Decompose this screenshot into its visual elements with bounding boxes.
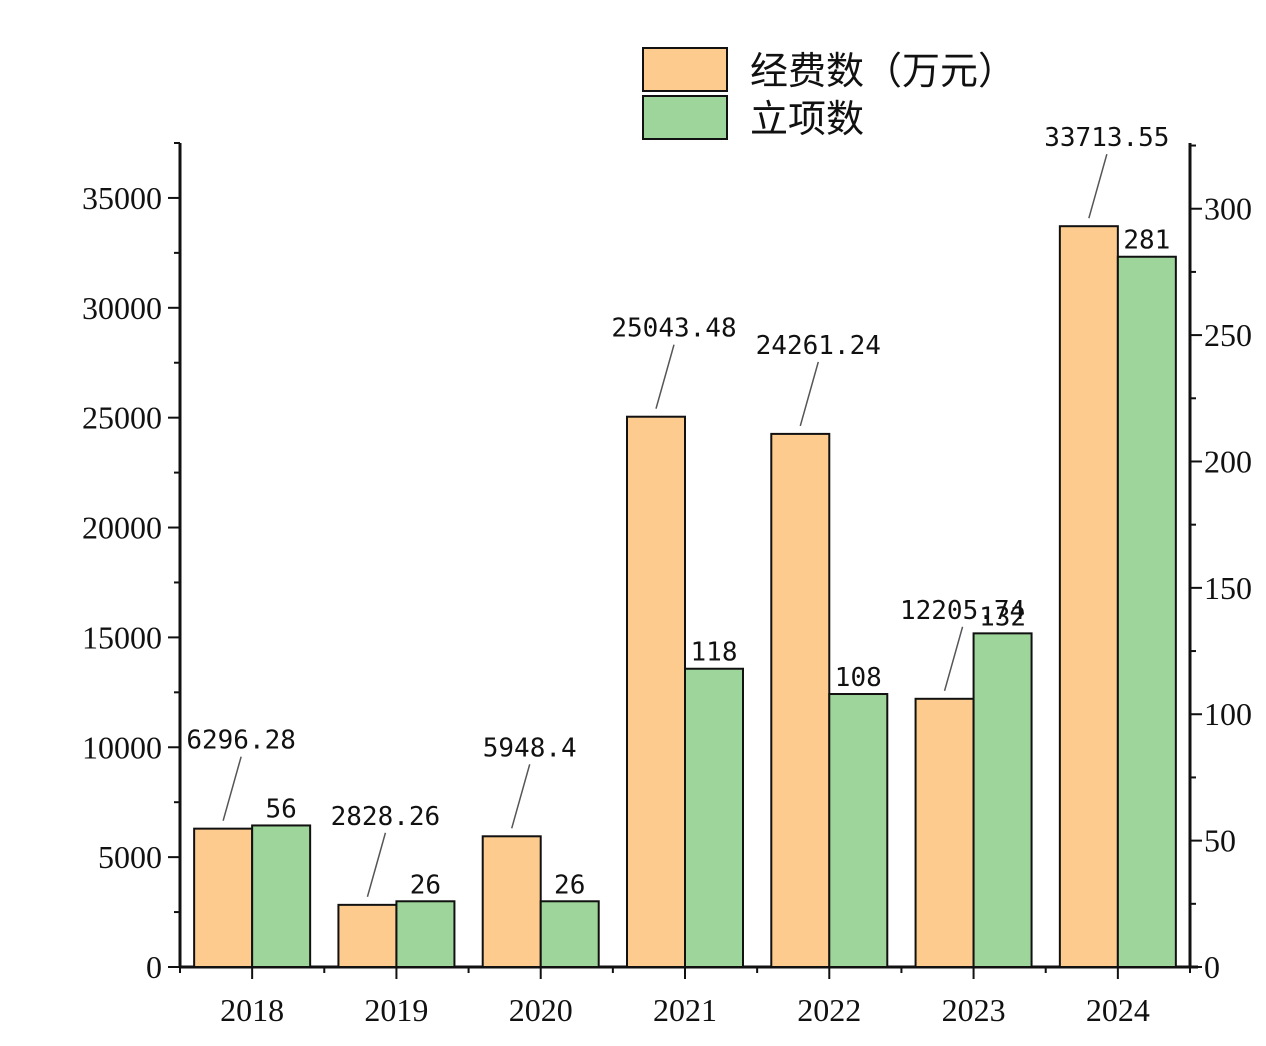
x-axis-tick-label: 2024 xyxy=(1086,992,1150,1028)
right-axis-tick-label: 100 xyxy=(1204,696,1252,732)
left-axis-tick-label: 0 xyxy=(146,949,162,985)
x-axis-tick-label: 2018 xyxy=(220,992,284,1028)
projects-data-label: 132 xyxy=(979,602,1026,632)
funding-data-label: 25043.48 xyxy=(611,314,736,344)
projects-data-label: 118 xyxy=(691,638,738,668)
legend-swatch-projects xyxy=(642,95,728,140)
bar-funding xyxy=(481,835,542,968)
axes: 0 5000 10000 15000 20000 25000 30000 35000 0 50 10… xyxy=(82,142,1252,1028)
data-labels: 6296.28 56 2828.26 26 5948.4 26 25043.48 118 242… xyxy=(186,123,1170,900)
projects-data-label: 281 xyxy=(1123,226,1170,256)
bar-funding xyxy=(914,697,975,968)
left-axis-tick-label: 5000 xyxy=(98,839,162,875)
right-axis-tick-label: 200 xyxy=(1204,443,1252,479)
x-axis-tick-label: 2023 xyxy=(942,992,1006,1028)
left-axis-tick-label: 15000 xyxy=(82,619,162,655)
bar-funding xyxy=(337,903,398,968)
left-axis-tick-label: 35000 xyxy=(82,180,162,216)
bar-projects xyxy=(684,667,744,968)
funding-label-leader xyxy=(366,832,387,898)
projects-data-label: 56 xyxy=(265,794,296,824)
legend-swatch-funding xyxy=(642,47,728,92)
bar-funding xyxy=(626,415,686,969)
funding-data-label: 33713.55 xyxy=(1044,123,1169,153)
bar-projects xyxy=(972,632,1033,968)
bar-projects xyxy=(251,824,312,968)
funding-data-label: 2828.26 xyxy=(331,802,441,832)
x-axis-tick-label: 2019 xyxy=(364,992,428,1028)
funding-data-label: 6296.28 xyxy=(186,726,296,756)
bar-projects xyxy=(539,900,600,969)
funding-label-leader xyxy=(799,361,820,427)
x-axis-tick-label: 2021 xyxy=(653,992,717,1028)
bar-projects xyxy=(395,900,456,969)
right-axis-tick-label: 300 xyxy=(1204,191,1252,227)
funding-label-leader xyxy=(222,756,242,821)
funding-label-leader xyxy=(510,764,531,829)
right-axis-tick-label: 50 xyxy=(1204,823,1236,859)
bar-projects xyxy=(1116,255,1177,969)
bar-funding xyxy=(193,827,254,968)
left-axis-tick-label: 20000 xyxy=(82,510,162,546)
left-axis-tick-label: 25000 xyxy=(82,400,162,436)
x-axis-tick-label: 2022 xyxy=(797,992,861,1028)
bar-projects xyxy=(828,693,889,969)
bars xyxy=(193,225,1177,969)
left-axis-tick-label: 10000 xyxy=(82,729,162,765)
projects-data-label: 26 xyxy=(410,870,441,900)
funding-data-label: 24261.24 xyxy=(756,331,881,361)
projects-data-label: 108 xyxy=(835,663,882,693)
funding-data-label: 5948.4 xyxy=(483,733,577,763)
legend-label-funding: 经费数（万元） xyxy=(750,49,1016,93)
right-axis-tick-label: 0 xyxy=(1204,949,1220,985)
bar-funding xyxy=(1058,225,1119,968)
legend-label-projects: 立项数 xyxy=(750,97,864,141)
projects-data-label: 26 xyxy=(554,870,585,900)
funding-label-leader xyxy=(943,626,964,692)
right-axis-tick-label: 250 xyxy=(1204,317,1252,353)
funding-label-leader xyxy=(1088,153,1108,219)
right-axis-tick-label: 150 xyxy=(1204,570,1252,606)
funding-data-label: 12205.74 xyxy=(900,596,1025,626)
left-axis-tick-label: 30000 xyxy=(82,290,162,326)
funding-label-leader xyxy=(655,344,675,409)
bar-funding xyxy=(770,432,831,969)
legend: 经费数（万元） 立项数 xyxy=(642,47,1016,141)
x-axis-tick-label: 2020 xyxy=(509,992,573,1028)
